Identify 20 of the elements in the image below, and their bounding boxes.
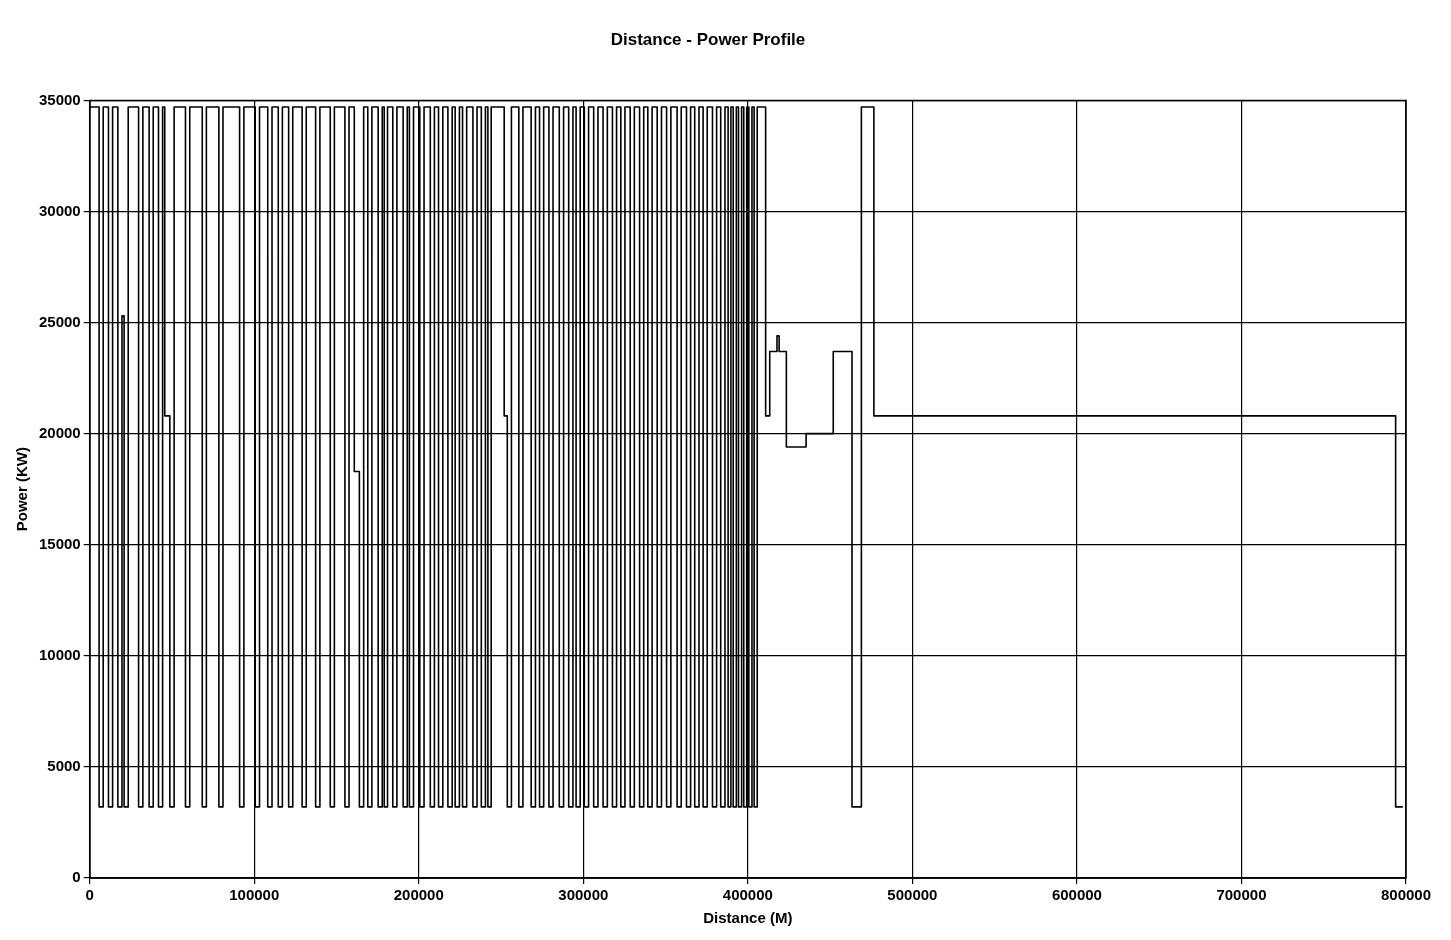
x-tick-label: 0	[85, 886, 94, 904]
chart-title: Distance - Power Profile	[610, 29, 806, 49]
y-tick-label: 10000	[38, 645, 81, 663]
x-tick-label: 600000	[1051, 886, 1102, 904]
y-tick-label: 0	[72, 868, 81, 886]
y-tick-label: 15000	[38, 534, 81, 552]
y-tick-label: 20000	[38, 423, 81, 441]
x-tick-label: 200000	[393, 886, 444, 904]
y-tick-label: 5000	[47, 757, 81, 775]
y-tick-label: 35000	[38, 90, 81, 108]
x-axis-title: Distance (M)	[703, 909, 793, 927]
x-tick-label: 400000	[722, 886, 773, 904]
x-tick-label: 500000	[887, 886, 938, 904]
x-tick-label: 700000	[1216, 886, 1267, 904]
y-axis-title: Power (KW)	[13, 447, 31, 532]
x-tick-label: 800000	[1380, 886, 1432, 904]
x-tick-label: 100000	[229, 886, 280, 904]
y-tick-label: 30000	[38, 201, 81, 219]
x-tick-label: 300000	[558, 886, 609, 904]
y-tick-label: 25000	[38, 312, 81, 330]
